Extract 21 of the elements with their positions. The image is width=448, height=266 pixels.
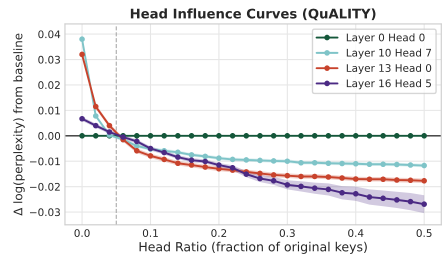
y-tick-label: 0.04 — [38, 30, 60, 38]
x-tick-label: 0.5 — [416, 229, 432, 237]
x-axis-title: Head Ratio (fraction of original keys) — [140, 242, 367, 254]
x-tick-label: 0.3 — [280, 229, 295, 237]
legend-label: Layer 16 Head 5 — [346, 79, 431, 90]
legend-label: Layer 0 Head 0 — [346, 33, 425, 44]
legend-label: Layer 10 Head 7 — [346, 48, 432, 59]
y-tick-label: −0.02 — [30, 182, 60, 191]
x-tick-label: 0.0 — [74, 229, 90, 237]
x-tick-label: 0.1 — [142, 229, 158, 237]
y-tick-label: −0.01 — [30, 157, 60, 166]
chart-title: Head Influence Curves (QuALITY) — [130, 8, 376, 20]
y-tick-label: 0.02 — [38, 81, 60, 90]
x-tick-label: 0.2 — [211, 229, 226, 237]
y-tick-label: 0.01 — [38, 106, 60, 114]
y-tick-label: −0.03 — [30, 208, 60, 216]
y-tick-label: 0.03 — [38, 56, 60, 64]
legend-label: Layer 13 Head 0 — [346, 64, 432, 74]
y-tick-label: 0.00 — [38, 132, 60, 140]
x-tick-label: 0.4 — [348, 229, 364, 237]
y-axis-title: Δ log(perplexity) from baseline — [13, 34, 25, 216]
